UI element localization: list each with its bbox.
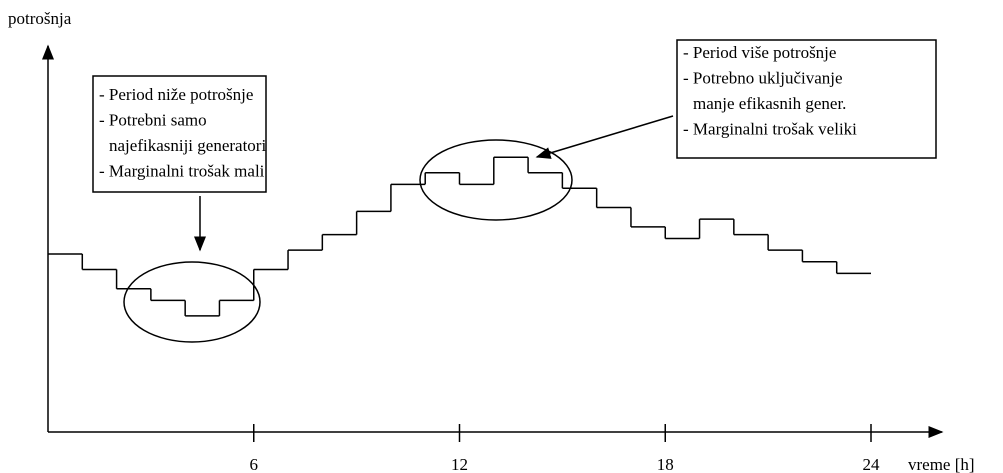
highlight-ellipse (419, 139, 573, 221)
highlight-ellipse (123, 261, 261, 343)
annotation-line: - Period niže potrošnje (99, 85, 253, 104)
y-axis-label: potrošnja (8, 9, 72, 28)
annotation-line: - Marginalni trošak veliki (683, 119, 857, 138)
annotation-line: - Marginalni trošak mali (99, 161, 265, 180)
x-tick-label: 12 (451, 455, 468, 473)
annotation-box (92, 75, 267, 193)
annotation-box (676, 39, 937, 159)
x-axis-label: vreme [h] (908, 455, 975, 473)
annotation-line: - Potrebni samo (99, 110, 207, 129)
annotation-line: manje efikasnih gener. (693, 94, 846, 113)
annotation-line: najefikasniji generatori (109, 136, 266, 155)
x-tick-label: 18 (657, 455, 674, 473)
annotation-line: - Potrebno uključivanje (683, 68, 843, 87)
annotation-line: - Period više potrošnje (683, 43, 836, 62)
x-tick-label: 6 (250, 455, 259, 473)
annotation-arrow (535, 115, 674, 159)
x-tick-label: 24 (863, 455, 881, 473)
